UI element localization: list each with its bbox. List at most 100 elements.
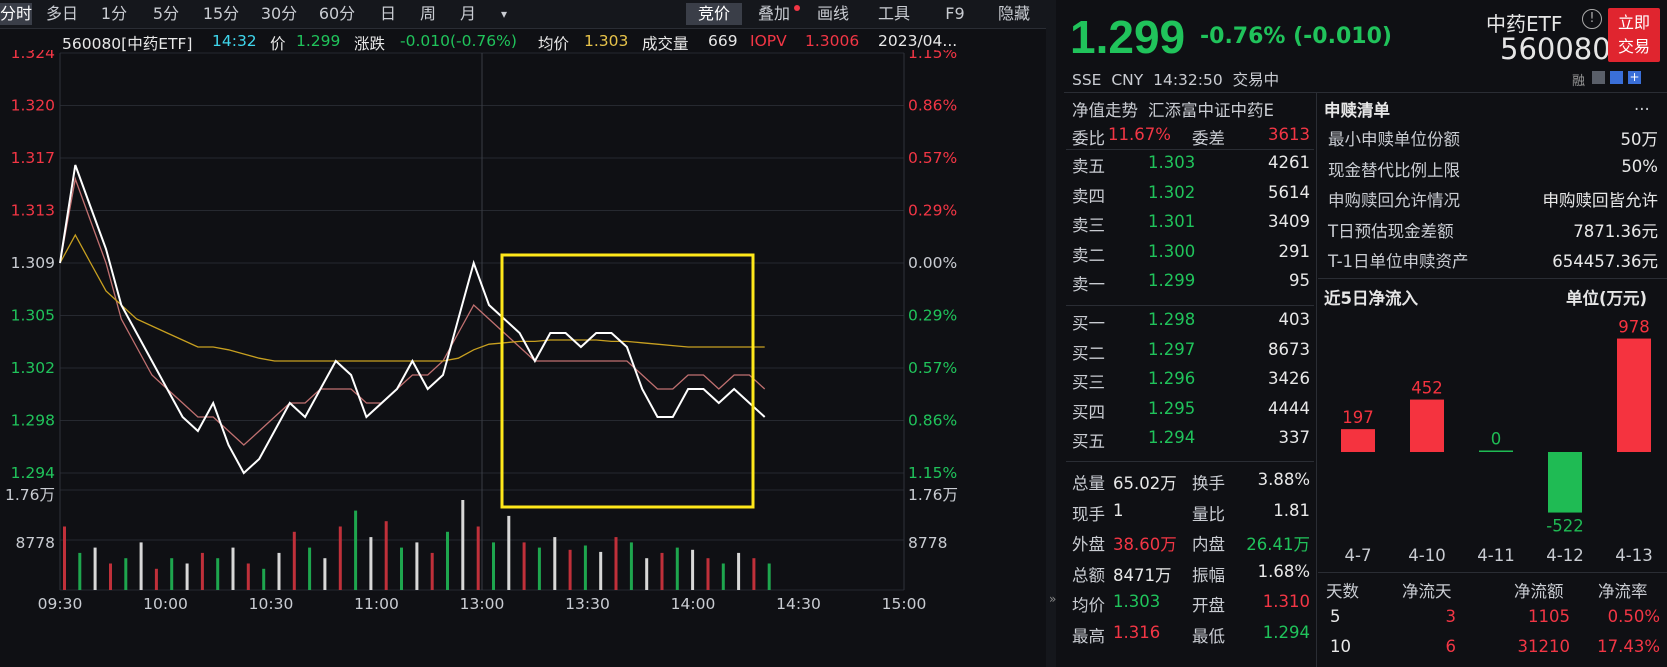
netflow-header: 净流天 bbox=[1402, 582, 1452, 601]
tab-15min[interactable]: 15分 bbox=[202, 4, 240, 23]
creation-row-label: 现金替代比例上限 bbox=[1328, 160, 1460, 180]
netflow-date-label: 4-10 bbox=[1408, 546, 1445, 565]
volume-bar bbox=[216, 558, 220, 590]
tab-30min[interactable]: 30分 bbox=[260, 4, 298, 23]
bid-level-label: 买五 bbox=[1072, 432, 1105, 451]
hide-button[interactable]: 隐藏 bbox=[997, 4, 1030, 23]
tab-intraday[interactable]: 分时 bbox=[0, 3, 33, 25]
percent-tick-label: 1.15% bbox=[908, 50, 957, 62]
netflow-header: 净流率 bbox=[1598, 582, 1648, 601]
tab-week[interactable]: 周 bbox=[419, 4, 436, 23]
volume-tick-label: 1.76万 bbox=[5, 486, 55, 504]
creation-row-value: 50% bbox=[1621, 156, 1658, 176]
divider bbox=[1066, 305, 1314, 306]
volume-bar bbox=[154, 568, 158, 590]
volume-axis-labels: 1.76万 1.76万 8778 8778 bbox=[5, 486, 958, 552]
volume-bar bbox=[752, 558, 756, 590]
panel-splitter[interactable] bbox=[1046, 0, 1056, 667]
divider bbox=[1066, 149, 1314, 150]
margin-badge: 融 bbox=[1572, 74, 1586, 89]
volume-bar bbox=[400, 547, 403, 590]
creation-row-label: 申购赎回允许情况 bbox=[1328, 191, 1460, 210]
ask-level-label: 卖五 bbox=[1072, 157, 1105, 176]
ask-volume: 95 bbox=[1289, 271, 1310, 290]
tab-day[interactable]: 日 bbox=[379, 4, 396, 23]
add-icon[interactable]: + bbox=[1628, 70, 1641, 84]
tab-5min[interactable]: 5分 bbox=[152, 4, 180, 23]
volume-bar bbox=[93, 547, 97, 590]
price-tick-label: 1.324 bbox=[11, 50, 55, 62]
f9-button[interactable]: F9 bbox=[945, 4, 965, 23]
percent-tick-label: 0.00% bbox=[908, 254, 957, 272]
netflow-bar-label: 197 bbox=[1342, 408, 1374, 427]
volume-bar bbox=[124, 558, 128, 590]
tab-multiday[interactable]: 多日 bbox=[45, 4, 78, 23]
volume-bar bbox=[614, 537, 618, 590]
currency: CNY bbox=[1111, 71, 1144, 89]
creation-row-value: 50万 bbox=[1620, 130, 1659, 149]
price-lines bbox=[59, 164, 766, 475]
bid-volume: 8673 bbox=[1268, 339, 1310, 359]
percent-tick-label: 0.57% bbox=[908, 359, 957, 377]
bid-price: 1.298 bbox=[1148, 310, 1196, 329]
bid-price: 1.294 bbox=[1148, 428, 1196, 447]
netflow-title: 近5日净流入 bbox=[1324, 289, 1418, 308]
price-tick-label: 1.302 bbox=[11, 359, 55, 377]
draw-button[interactable]: 画线 bbox=[816, 4, 849, 23]
bid-level-label: 买四 bbox=[1072, 402, 1105, 422]
fullscreen-icon[interactable] bbox=[1610, 71, 1623, 84]
more-button[interactable]: ... bbox=[1634, 95, 1650, 114]
stat-label: 总量 bbox=[1072, 474, 1105, 493]
volume-bar bbox=[537, 547, 541, 590]
edit-icon[interactable] bbox=[1592, 71, 1605, 84]
series-line-IOPV bbox=[59, 176, 766, 446]
auction-button[interactable]: 竞价 bbox=[686, 3, 742, 25]
creation-row-label: T-1日单位申赎资产 bbox=[1328, 252, 1469, 271]
nav-trend-label[interactable]: 净值走势 bbox=[1072, 101, 1138, 120]
time-tick-label: 13:00 bbox=[460, 595, 505, 613]
netflow-bar-label: -522 bbox=[1546, 517, 1583, 536]
stat-label: 振幅 bbox=[1192, 565, 1225, 585]
expand-chevron-icon[interactable]: » bbox=[1049, 592, 1057, 606]
netflow-amount: 31210 bbox=[1517, 637, 1571, 656]
netflow-amount: 1105 bbox=[1528, 607, 1570, 626]
percent-tick-label: 0.86% bbox=[908, 412, 957, 430]
overlay-button[interactable]: 叠加 bbox=[757, 4, 790, 23]
divider bbox=[1066, 461, 1314, 462]
info-iopv: 1.3006 bbox=[805, 32, 860, 50]
volume-bar bbox=[246, 563, 250, 590]
time-tick-label: 11:00 bbox=[354, 595, 399, 613]
stat-label: 最高 bbox=[1072, 626, 1105, 646]
bid-price: 1.295 bbox=[1148, 398, 1196, 418]
info-price: 1.299 bbox=[296, 32, 341, 50]
netflow-inflow-days: 6 bbox=[1445, 637, 1457, 656]
tools-button[interactable]: 工具 bbox=[877, 4, 910, 23]
last-price: 1.299 bbox=[1070, 11, 1186, 63]
volume-bar bbox=[706, 558, 710, 590]
time-axis-labels: 09:30 10:00 10:30 11:00 13:00 13:30 14:00 14:30… bbox=[38, 595, 927, 613]
weicha-label: 委差 bbox=[1192, 129, 1225, 148]
period-toolbar: 分时 多日 1分 5分 15分 30分 60分 日 周 月 ▾ 竞价 叠加 画线… bbox=[0, 0, 1046, 29]
volume-bar bbox=[568, 549, 572, 590]
price-change: -0.76% (-0.010) bbox=[1200, 24, 1392, 49]
netflow-chart: 197 4-7 452 4-10 0 4-11 -522 4-12 978 4-13 bbox=[1341, 318, 1653, 565]
symbol-code: 560080[中药ETF] bbox=[62, 35, 193, 53]
stat-value: 38.60万 bbox=[1113, 535, 1177, 554]
netflow-bar-label: 978 bbox=[1618, 318, 1650, 337]
info-icon[interactable]: ! bbox=[1582, 9, 1602, 29]
volume-bar bbox=[384, 521, 388, 590]
bid-level-label: 买三 bbox=[1072, 373, 1105, 392]
intraday-chart[interactable]: 1.324 1.320 1.317 1.313 1.309 1.305 1.302 1.298… bbox=[0, 50, 1046, 667]
trade-now-button[interactable]: 立即 交易 bbox=[1608, 8, 1660, 62]
netflow-bar bbox=[1548, 452, 1582, 513]
netflow-date-label: 4-12 bbox=[1546, 546, 1583, 565]
tab-1min[interactable]: 1分 bbox=[100, 4, 128, 23]
tab-60min[interactable]: 60分 bbox=[318, 4, 356, 23]
netflow-days: 10 bbox=[1330, 637, 1351, 656]
netflow-bar-label: 452 bbox=[1411, 379, 1443, 398]
tab-month[interactable]: 月 bbox=[459, 4, 476, 23]
volume-bar bbox=[231, 547, 235, 590]
price-tick-label: 1.305 bbox=[11, 307, 55, 325]
volume-bar bbox=[139, 542, 143, 590]
period-dropdown-icon[interactable]: ▾ bbox=[500, 7, 508, 21]
